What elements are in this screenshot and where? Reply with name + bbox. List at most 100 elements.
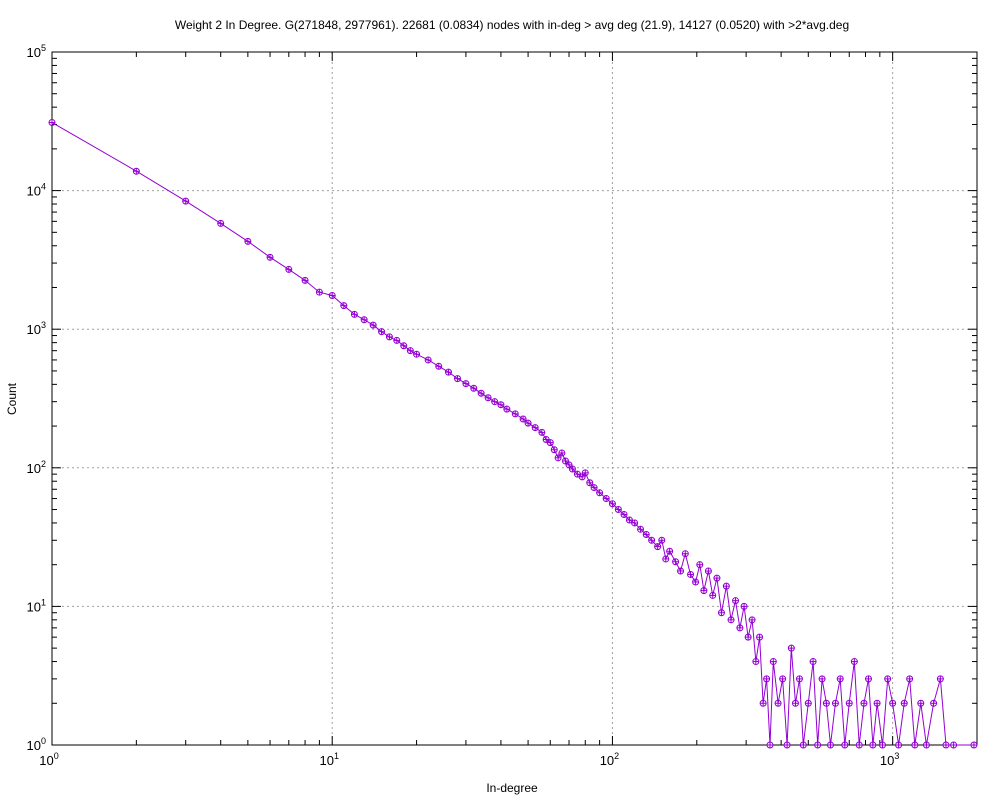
data-point — [462, 380, 470, 388]
data-point — [565, 461, 573, 469]
data-point — [763, 675, 771, 683]
axis-ticks — [51, 51, 978, 746]
data-point — [774, 699, 782, 707]
data-point — [869, 741, 877, 749]
data-point — [614, 506, 622, 514]
data-point — [424, 356, 432, 364]
data-point — [413, 350, 421, 358]
grid-lines — [52, 52, 977, 745]
data-point — [814, 741, 822, 749]
data-point — [700, 587, 708, 595]
x-tick-label: 103 — [880, 751, 899, 768]
data-point — [531, 424, 539, 432]
data-point — [590, 484, 598, 492]
data-point — [542, 436, 550, 444]
data-point — [503, 405, 511, 413]
data-point — [378, 328, 386, 336]
data-point — [315, 288, 323, 296]
data-point — [470, 384, 478, 392]
data-point — [748, 616, 756, 624]
data-point — [917, 699, 925, 707]
data-point — [546, 439, 554, 447]
data-point — [831, 699, 839, 707]
data-point — [713, 574, 721, 582]
data-point — [681, 550, 689, 558]
data-point — [568, 465, 576, 473]
x-axis-label: In-degree — [486, 781, 538, 795]
data-point — [620, 511, 628, 519]
data-point — [491, 398, 499, 406]
data-point — [677, 567, 685, 575]
data-point — [766, 741, 774, 749]
x-tick-label: 100 — [39, 751, 58, 768]
data-point — [340, 302, 348, 310]
data-point — [900, 699, 908, 707]
data-point — [736, 624, 744, 632]
y-tick-labels: 100 101 102 103 104 105 — [27, 43, 46, 753]
data-point — [608, 500, 616, 508]
data-point — [477, 389, 485, 397]
x-tick-label: 102 — [600, 751, 619, 768]
data-point — [732, 597, 740, 605]
data-point — [666, 547, 674, 555]
data-point — [722, 582, 730, 590]
data-point — [942, 741, 950, 749]
data-point — [922, 741, 930, 749]
data-point — [878, 741, 886, 749]
data-point — [385, 333, 393, 341]
data-point — [658, 536, 666, 544]
data-point — [822, 699, 830, 707]
data-point — [285, 265, 293, 273]
data-point — [779, 675, 787, 683]
data-point — [435, 362, 443, 370]
data-point — [393, 336, 401, 344]
data-point — [895, 741, 903, 749]
data-point — [860, 699, 868, 707]
data-point — [850, 658, 858, 666]
data-point — [538, 428, 546, 436]
data-point — [519, 415, 527, 423]
data-point — [873, 699, 881, 707]
data-point — [642, 531, 650, 539]
data-point — [906, 675, 914, 683]
data-point — [654, 543, 662, 551]
data-point — [301, 276, 309, 284]
data-point — [602, 495, 610, 503]
data-point — [648, 536, 656, 544]
data-point — [740, 602, 748, 610]
data-point — [826, 741, 834, 749]
y-tick-label: 104 — [27, 182, 46, 199]
data-point — [855, 741, 863, 749]
data-point — [769, 658, 777, 666]
data-point — [524, 419, 532, 427]
data-point — [799, 741, 807, 749]
data-point — [266, 253, 274, 261]
data-point — [558, 449, 566, 457]
data-point — [217, 219, 225, 227]
data-point — [497, 401, 505, 409]
series-line — [51, 122, 974, 746]
data-point — [511, 410, 519, 418]
data-point — [484, 394, 492, 402]
data-point — [625, 516, 633, 524]
data-point — [889, 699, 897, 707]
data-point — [692, 578, 700, 586]
data-point — [132, 167, 140, 175]
data-point — [759, 699, 767, 707]
data-point — [752, 658, 760, 666]
data-point — [596, 489, 604, 497]
y-tick-label: 102 — [27, 459, 46, 476]
data-point — [911, 741, 919, 749]
data-point — [550, 446, 558, 454]
data-point — [182, 197, 190, 205]
x-tick-label: 101 — [319, 751, 338, 768]
data-point — [662, 555, 670, 563]
data-point — [578, 473, 586, 481]
data-point — [328, 292, 336, 300]
data-point — [809, 658, 817, 666]
data-point — [360, 316, 368, 324]
data-point — [704, 567, 712, 575]
data-point — [709, 591, 717, 599]
y-tick-label: 103 — [27, 320, 46, 337]
